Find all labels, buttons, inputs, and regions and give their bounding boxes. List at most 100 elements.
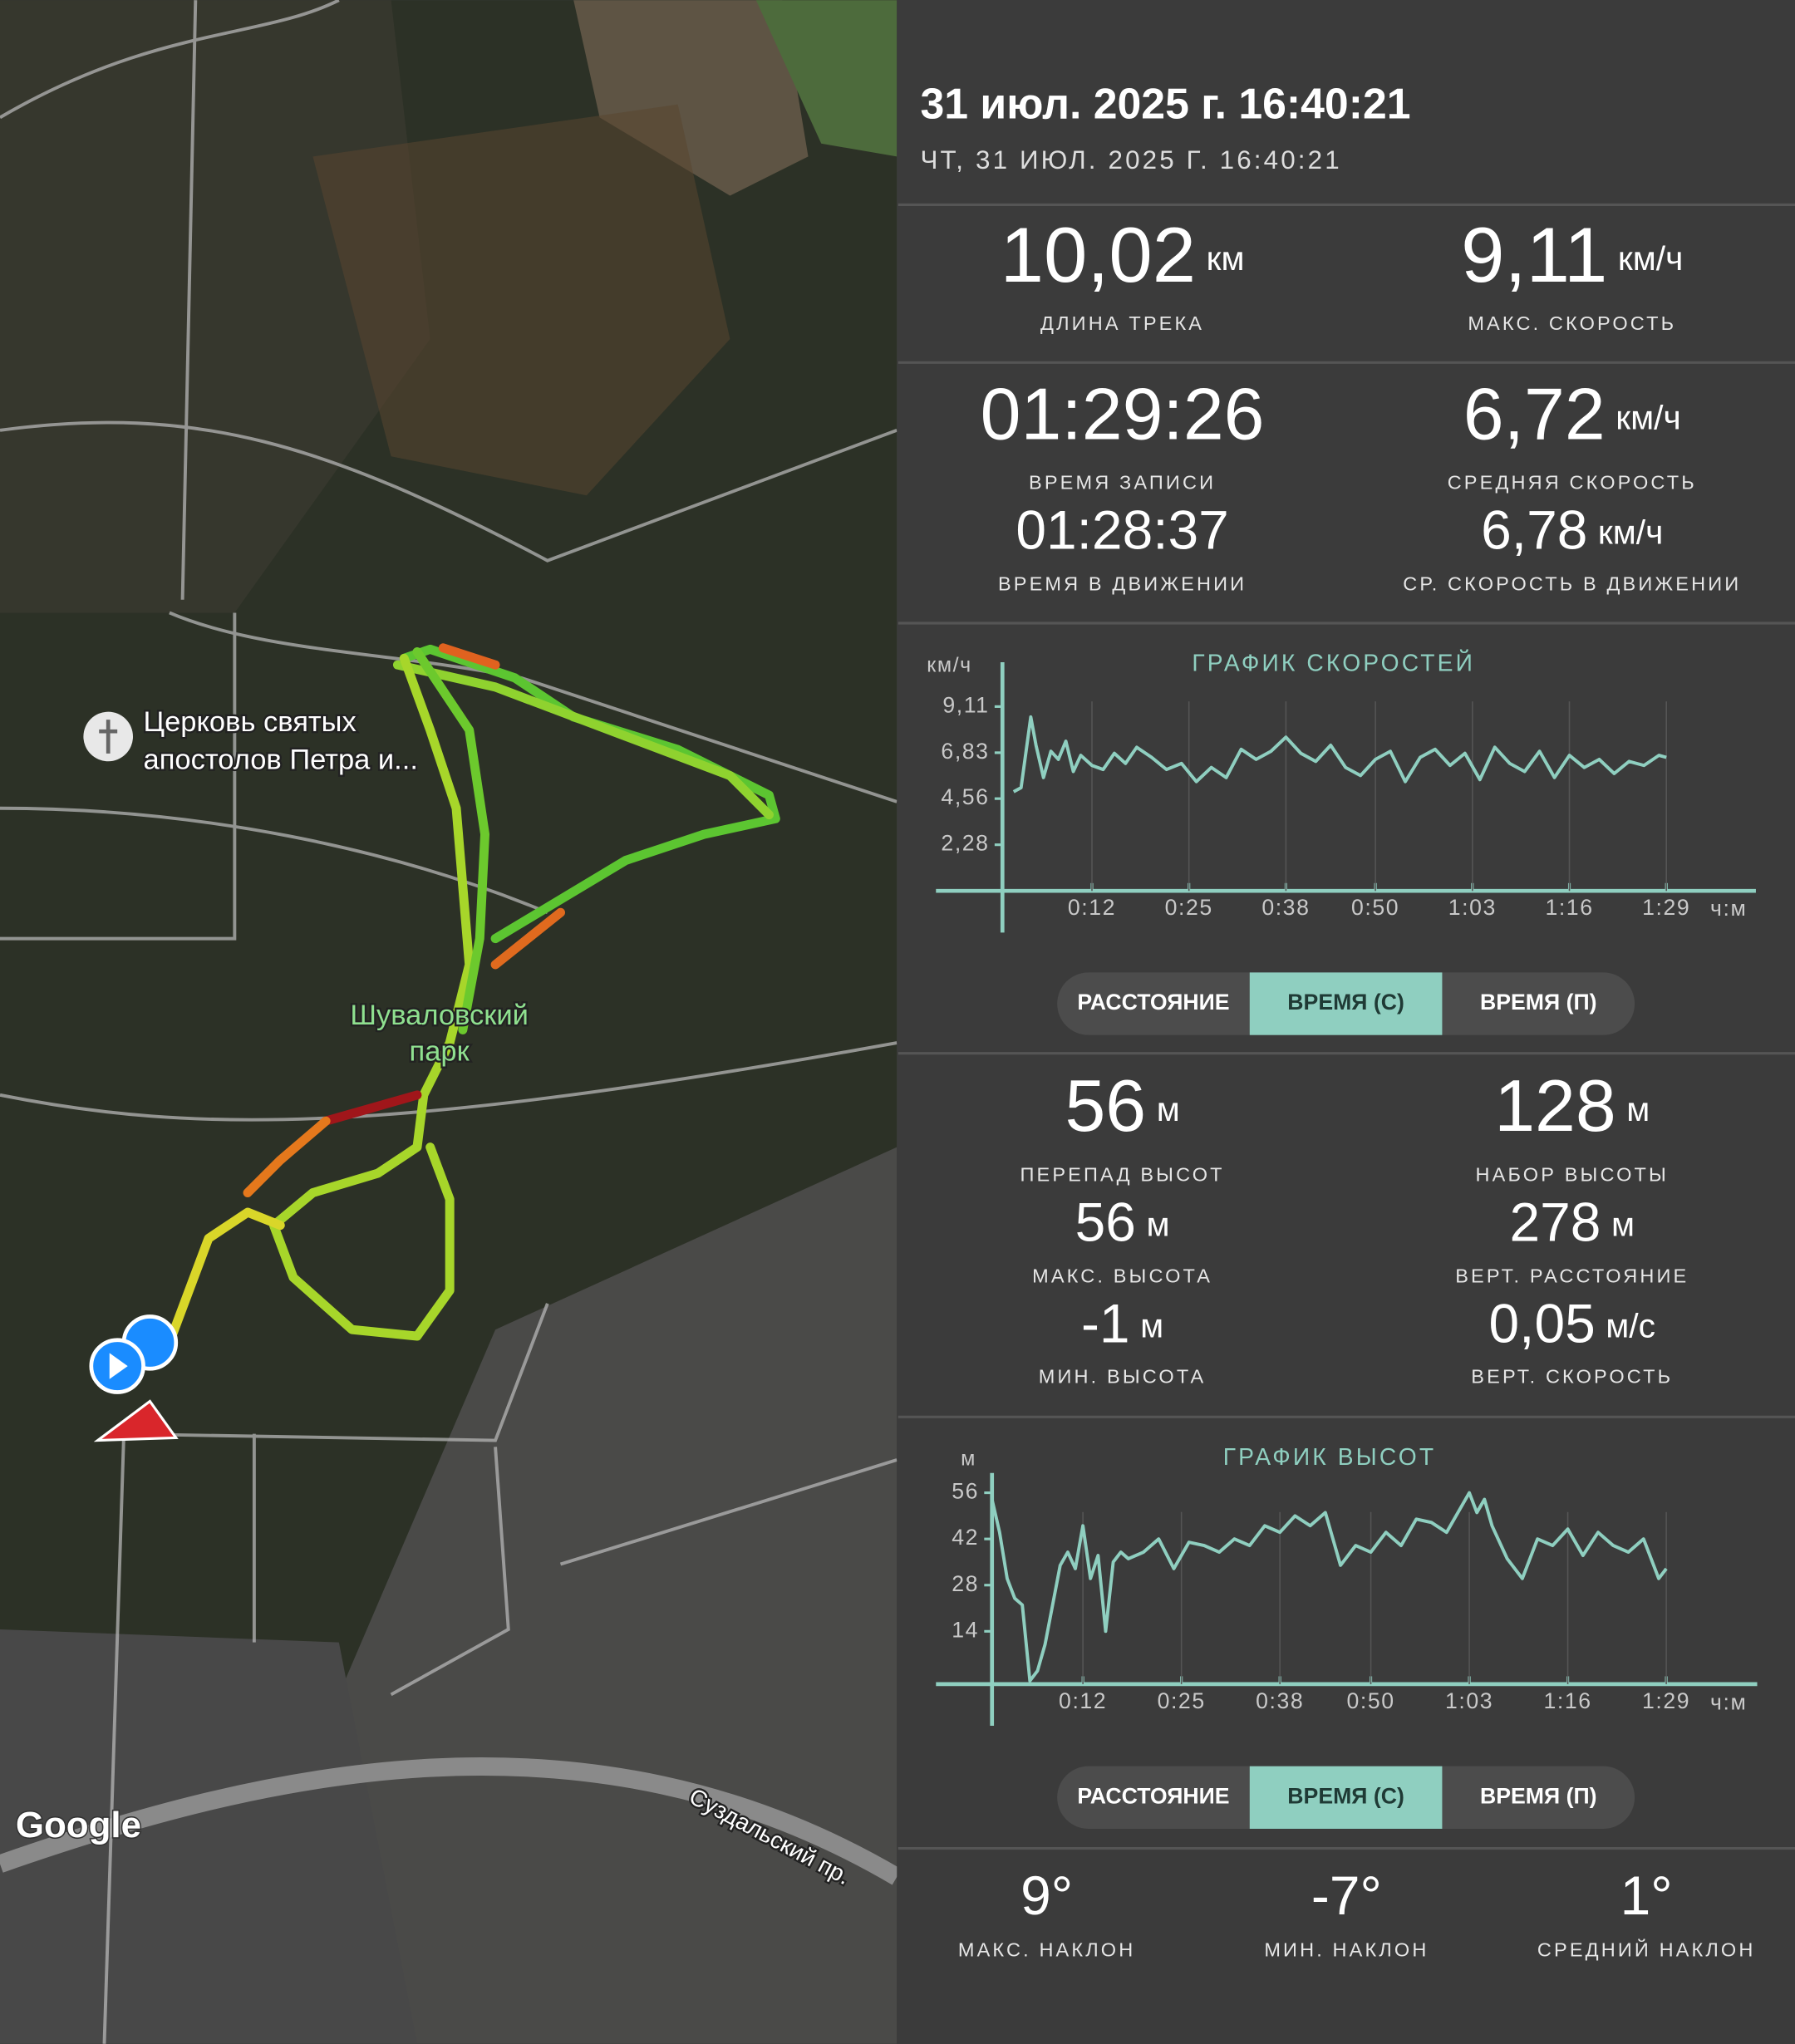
stat-value: 128 м xyxy=(1494,1064,1650,1147)
stat-value: -1 м xyxy=(1081,1293,1163,1354)
map-label: Церковь святых xyxy=(144,706,357,738)
stat-value: 10,02 км xyxy=(1001,211,1245,298)
toggle-button[interactable]: ВРЕМЯ (С) xyxy=(1287,990,1404,1015)
stat-value: 0,05 м/с xyxy=(1489,1293,1656,1354)
stat-number: 9,11 xyxy=(1461,211,1607,298)
toggle-active xyxy=(1249,972,1443,1035)
stat-unit: м xyxy=(1140,1306,1163,1344)
x-tick-label: 0:50 xyxy=(1351,895,1399,920)
stat-unit: м xyxy=(1611,1205,1635,1243)
toggle-active xyxy=(1249,1766,1443,1829)
stat-number: 6,78 xyxy=(1481,499,1587,561)
toggle-button[interactable]: РАССТОЯНИЕ xyxy=(1077,990,1229,1015)
chart-title: ГРАФИК СКОРОСТЕЙ xyxy=(1192,650,1475,676)
stat-number: 128 xyxy=(1494,1064,1616,1147)
stat-value: -7° xyxy=(1311,1865,1382,1927)
y-tick-label: 56 xyxy=(952,1479,979,1504)
x-tick-label: 0:38 xyxy=(1256,1688,1304,1713)
stat-label: СР. СКОРОСТЬ В ДВИЖЕНИИ xyxy=(1403,573,1741,595)
y-axis-unit: м xyxy=(961,1447,976,1471)
stat-value: 6,78 км/ч xyxy=(1481,499,1663,561)
toggle-button[interactable]: ВРЕМЯ (П) xyxy=(1480,990,1597,1015)
stat-value: 01:29:26 xyxy=(981,372,1265,454)
stat-number: 56 xyxy=(1075,1192,1136,1253)
x-tick-label: 1:03 xyxy=(1448,895,1497,920)
stat-unit: м xyxy=(1157,1090,1180,1128)
x-tick-label: 0:25 xyxy=(1158,1688,1206,1713)
x-tick-label: 0:25 xyxy=(1165,895,1213,920)
subtitle: ЧТ, 31 ИЮЛ. 2025 Г. 16:40:21 xyxy=(920,145,1341,174)
y-tick-label: 28 xyxy=(952,1571,979,1596)
stat-number: 10,02 xyxy=(1001,211,1197,298)
toggle-button[interactable]: РАССТОЯНИЕ xyxy=(1077,1783,1229,1808)
map-label: парк xyxy=(410,1036,470,1068)
stat-label: СРЕДНИЙ НАКЛОН xyxy=(1537,1938,1756,1961)
map-label: Шуваловский xyxy=(350,1000,529,1031)
chart-title: ГРАФИК ВЫСОТ xyxy=(1223,1443,1437,1470)
toggle-button[interactable]: ВРЕМЯ (П) xyxy=(1480,1783,1597,1808)
stat-number: 01:28:37 xyxy=(1016,499,1228,561)
stat-number: 278 xyxy=(1510,1192,1601,1253)
stat-label: МИН. НАКЛОН xyxy=(1264,1939,1429,1961)
x-axis-unit: ч:м xyxy=(1710,1689,1747,1714)
y-tick-label: 9,11 xyxy=(942,692,989,717)
x-tick-label: 0:12 xyxy=(1059,1688,1107,1713)
stat-value: 9° xyxy=(1020,1865,1073,1927)
stat-label: ВРЕМЯ ЗАПИСИ xyxy=(1029,471,1216,493)
x-axis-unit: ч:м xyxy=(1710,896,1747,921)
x-tick-label: 0:50 xyxy=(1346,1688,1394,1713)
stat-label: МАКС. СКОРОСТЬ xyxy=(1468,312,1676,334)
stat-value: 01:28:37 xyxy=(1016,499,1228,561)
y-tick-label: 14 xyxy=(952,1617,979,1642)
stat-unit: км xyxy=(1207,239,1245,278)
map[interactable] xyxy=(0,0,902,2044)
title: 31 июл. 2025 г. 16:40:21 xyxy=(920,79,1410,127)
stat-number: 56 xyxy=(1065,1064,1146,1147)
stat-value: 56 м xyxy=(1065,1064,1179,1147)
x-tick-label: 1:16 xyxy=(1544,1688,1592,1713)
stat-value: 9,11 км/ч xyxy=(1461,211,1683,298)
panel-content: 10,02 км ДЛИНА ТРЕКА 9,11 км/ч МАКС. СКОРОСТЬ… xyxy=(898,203,1795,1961)
stat-value: 56 м xyxy=(1075,1192,1170,1253)
stat-label: ВРЕМЯ В ДВИЖЕНИИ xyxy=(998,573,1247,595)
stat-number: 1° xyxy=(1620,1865,1673,1927)
stat-number: -7° xyxy=(1311,1865,1382,1927)
y-tick-label: 4,56 xyxy=(941,784,989,809)
stat-label: МАКС. НАКЛОН xyxy=(958,1939,1135,1961)
stat-label: МИН. ВЫСОТА xyxy=(1039,1365,1207,1387)
stat-unit: м xyxy=(1146,1205,1169,1243)
x-tick-label: 1:16 xyxy=(1545,895,1593,920)
line-series xyxy=(990,1491,1668,1683)
line-series xyxy=(1012,715,1667,794)
stat-value: 1° xyxy=(1620,1865,1673,1927)
stat-unit: м xyxy=(1626,1090,1650,1128)
x-tick-label: 0:38 xyxy=(1261,895,1310,920)
stat-unit: км/ч xyxy=(1618,239,1683,278)
y-tick-label: 42 xyxy=(952,1525,979,1550)
stat-value: 6,72 км/ч xyxy=(1463,372,1681,454)
y-tick-label: 2,28 xyxy=(941,831,989,856)
toggle-button[interactable]: ВРЕМЯ (С) xyxy=(1287,1783,1404,1808)
stat-label: МАКС. ВЫСОТА xyxy=(1032,1265,1212,1287)
stat-label: ДЛИНА ТРЕКА xyxy=(1040,312,1204,334)
x-tick-label: 1:29 xyxy=(1642,895,1690,920)
y-tick-label: 6,83 xyxy=(941,739,989,764)
stat-number: 01:29:26 xyxy=(981,372,1265,454)
stat-unit: км/ч xyxy=(1616,398,1680,436)
map-attribution: Google xyxy=(16,1805,141,1845)
stat-label: ВЕРТ. СКОРОСТЬ xyxy=(1471,1365,1673,1387)
stat-number: -1 xyxy=(1081,1293,1130,1354)
x-tick-label: 0:12 xyxy=(1068,895,1116,920)
map-label: апостолов Петра и... xyxy=(144,744,418,775)
stat-number: 0,05 xyxy=(1489,1293,1596,1354)
x-tick-label: 1:03 xyxy=(1445,1688,1493,1713)
stat-number: 9° xyxy=(1020,1865,1073,1927)
stat-label: ПЕРЕПАД ВЫСОТ xyxy=(1020,1163,1224,1185)
stat-number: 6,72 xyxy=(1463,372,1606,454)
stat-label: СРЕДНЯЯ СКОРОСТЬ xyxy=(1448,471,1697,493)
y-axis-unit: км/ч xyxy=(927,653,972,676)
stat-unit: м/с xyxy=(1606,1306,1655,1344)
